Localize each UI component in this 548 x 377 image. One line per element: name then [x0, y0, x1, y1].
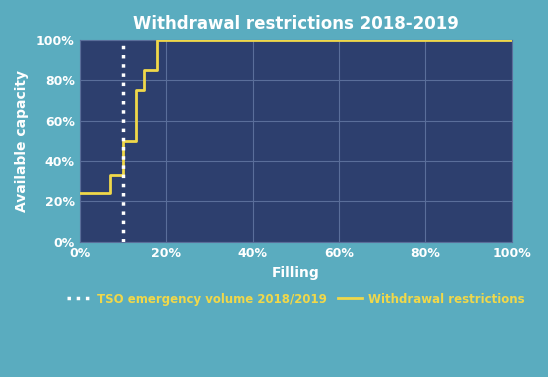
Title: Withdrawal restrictions 2018-2019: Withdrawal restrictions 2018-2019: [133, 15, 459, 33]
Legend: TSO emergency volume 2018/2019, Withdrawal restrictions: TSO emergency volume 2018/2019, Withdraw…: [62, 288, 529, 310]
Y-axis label: Available capacity: Available capacity: [15, 70, 29, 212]
X-axis label: Filling: Filling: [272, 267, 319, 280]
